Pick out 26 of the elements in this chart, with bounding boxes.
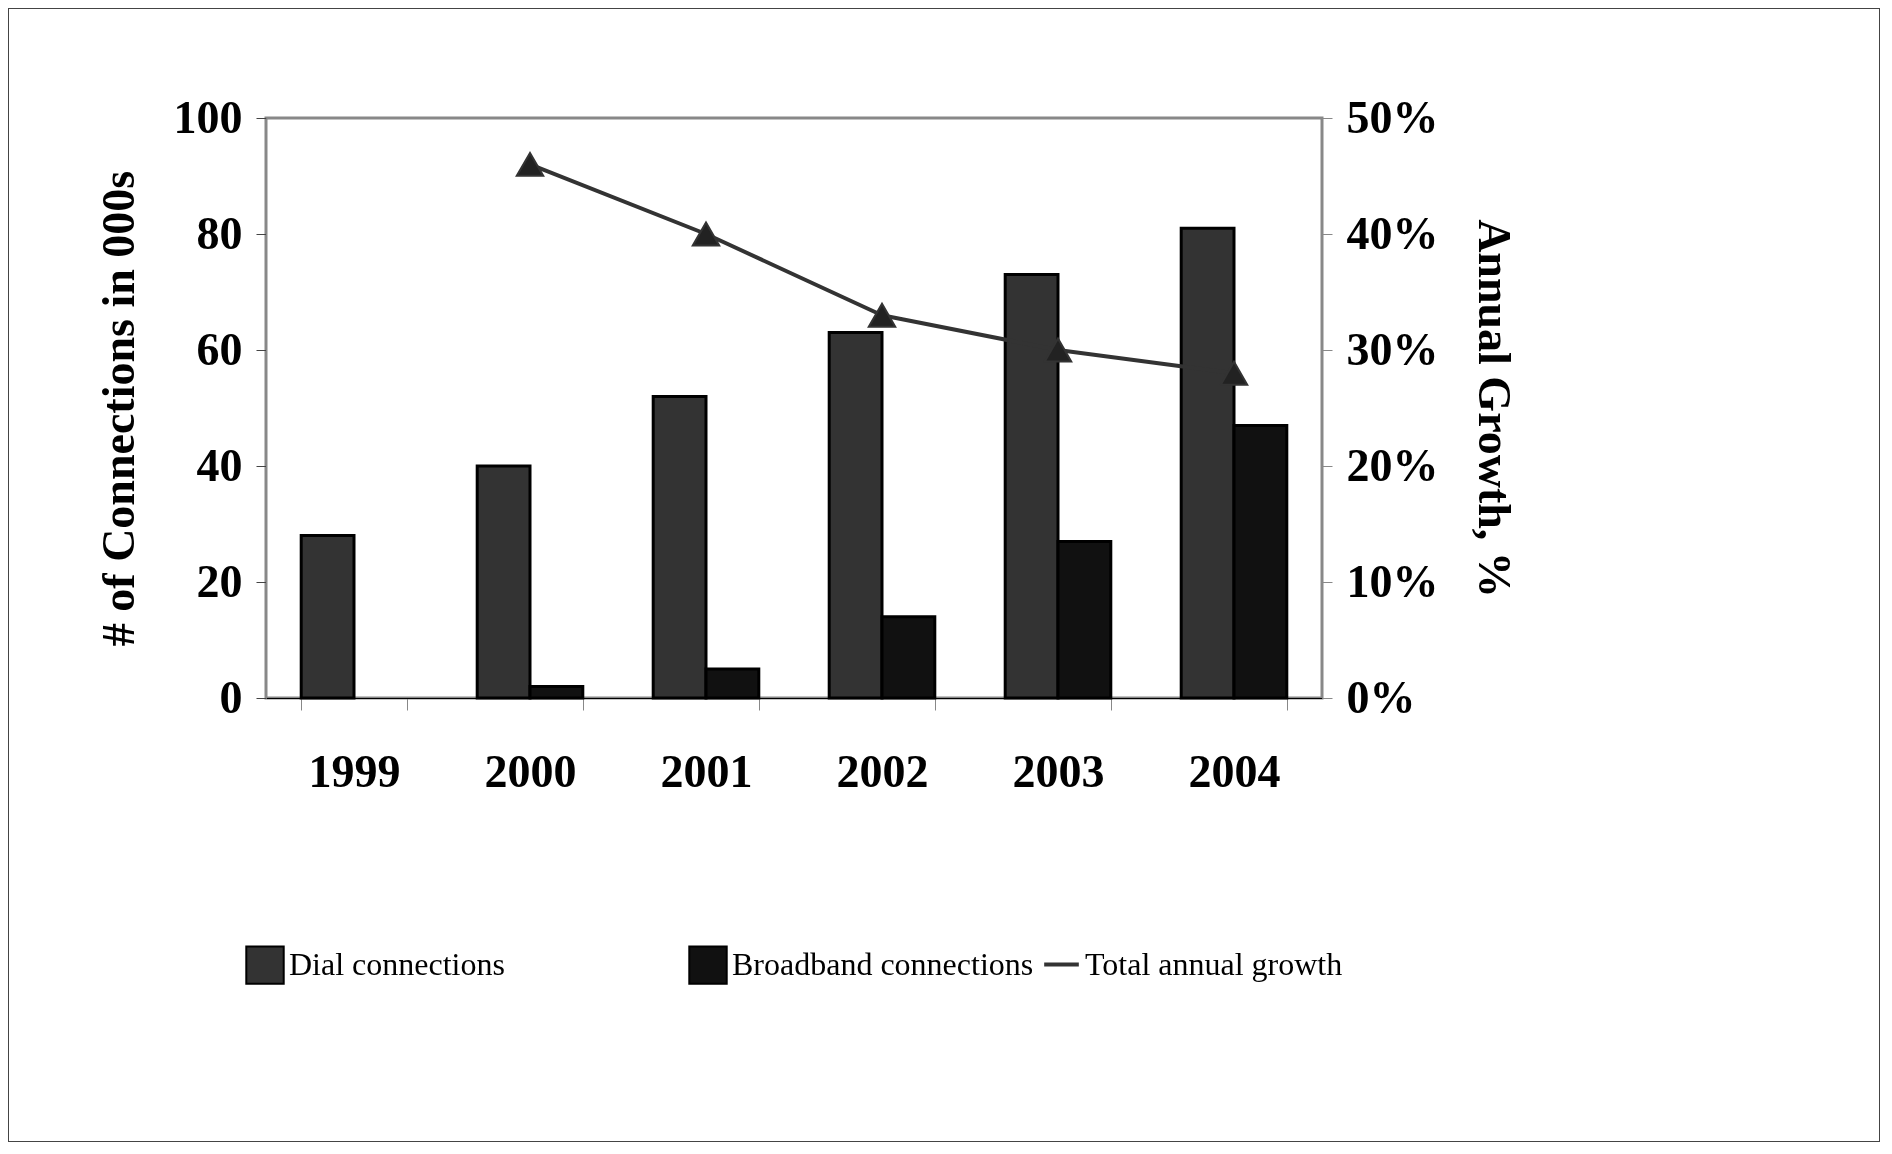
- y-tick-label: 0: [219, 671, 243, 723]
- x-tick-label: 2004: [1188, 745, 1281, 797]
- y2-tick-label: 40%: [1346, 207, 1439, 259]
- y2-tick-label: 10%: [1346, 555, 1439, 607]
- y-axis-title: # of Connections in 000s: [92, 170, 144, 647]
- point: [867, 302, 897, 328]
- x-tick-label: 1999: [308, 745, 401, 797]
- y2-tick-label: 20%: [1346, 439, 1439, 491]
- legend-label: Dial connections: [289, 946, 505, 983]
- point: [515, 151, 545, 177]
- y-tick-label: 100: [173, 91, 243, 143]
- x-tick-label: 2002: [836, 745, 929, 797]
- x-tick-label: 2003: [1012, 745, 1105, 797]
- y-tick-label: 80: [196, 207, 243, 259]
- y-tick-label: 20: [196, 555, 243, 607]
- y-tick-label: 40: [196, 439, 243, 491]
- x-tick-label: 2000: [484, 745, 577, 797]
- y2-tick-label: 50%: [1346, 91, 1439, 143]
- y-tick-label: 60: [196, 323, 243, 375]
- x-tick-label: 2001: [660, 745, 753, 797]
- y2-axis-title: Annual Growth, %: [1468, 219, 1520, 598]
- y2-tick-label: 30%: [1346, 323, 1439, 375]
- legend-label: Broadband connections: [732, 946, 1034, 983]
- legend-label: Total annual growth: [1085, 945, 1343, 982]
- point: [691, 221, 721, 247]
- y2-tick-label: 0%: [1346, 671, 1416, 723]
